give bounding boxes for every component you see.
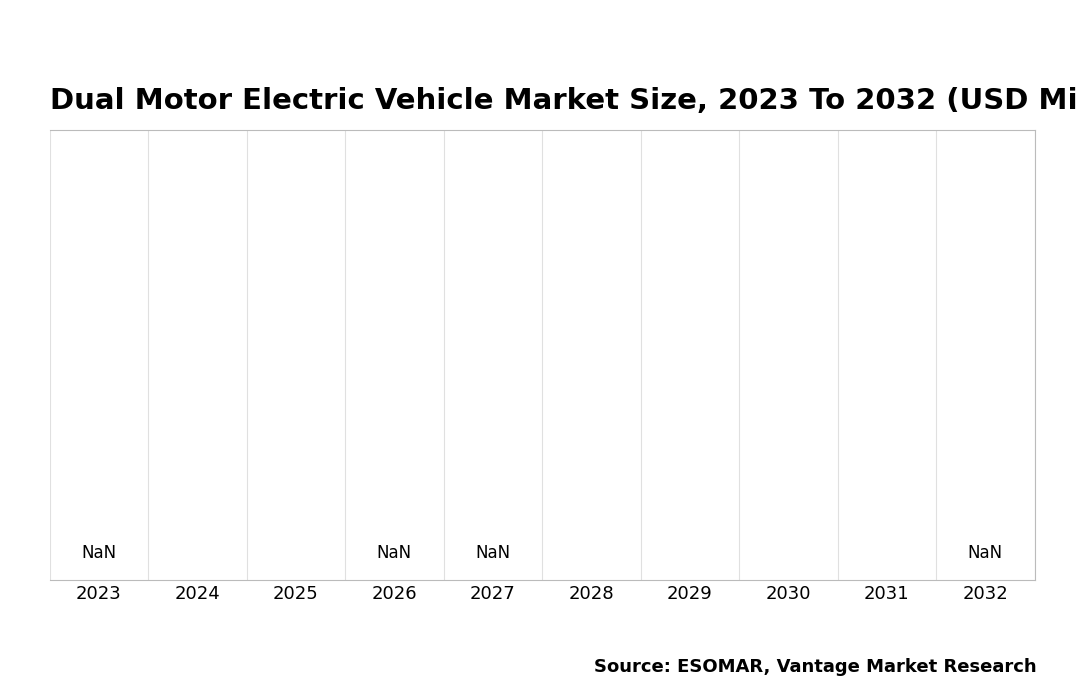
Text: Dual Motor Electric Vehicle Market Size, 2023 To 2032 (USD Million): Dual Motor Electric Vehicle Market Size,… [50, 88, 1080, 116]
Text: NaN: NaN [475, 545, 511, 562]
Text: NaN: NaN [81, 545, 117, 562]
Text: NaN: NaN [968, 545, 1003, 562]
Text: NaN: NaN [377, 545, 411, 562]
Text: Source: ESOMAR, Vantage Market Research: Source: ESOMAR, Vantage Market Research [594, 657, 1037, 676]
